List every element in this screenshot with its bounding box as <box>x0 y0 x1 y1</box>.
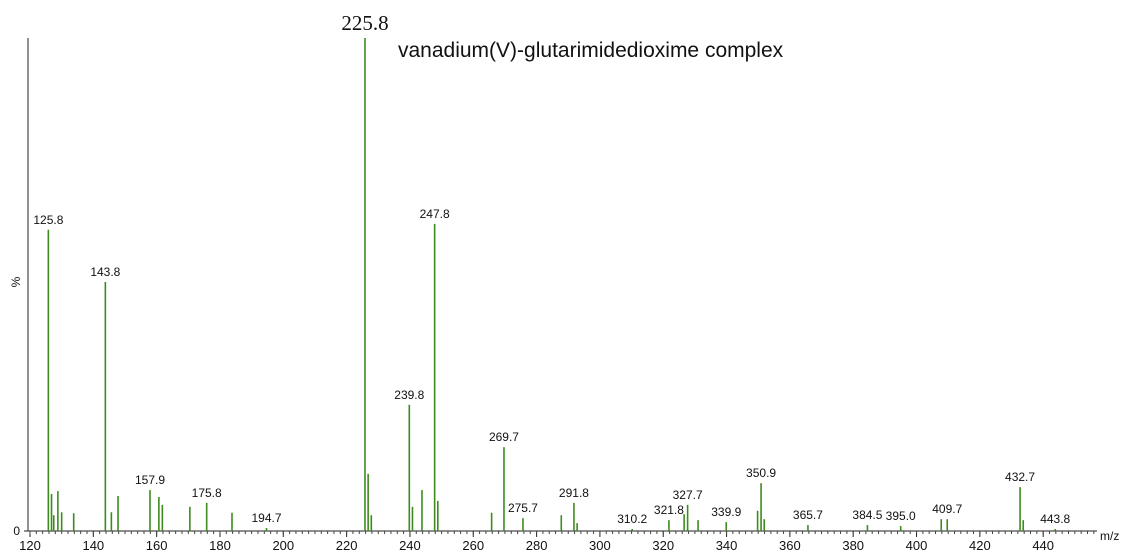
peak-label: 143.8 <box>90 265 120 279</box>
peak-label: 350.9 <box>746 466 776 480</box>
y-tick-label: 0 <box>13 524 20 538</box>
peak-label: 395.0 <box>886 509 916 523</box>
peak-label: 247.8 <box>420 207 450 221</box>
x-tick-label: 180 <box>209 538 231 552</box>
peak-label: 310.2 <box>617 512 647 526</box>
x-tick-label: 120 <box>19 538 41 552</box>
x-tick-label: 440 <box>1032 538 1054 552</box>
peak-label: 443.8 <box>1040 512 1070 526</box>
y-axis-label: % <box>9 276 23 287</box>
x-tick-label: 200 <box>272 538 294 552</box>
peak-label: 365.7 <box>793 508 823 522</box>
x-tick-label: 320 <box>652 538 674 552</box>
x-tick-label: 400 <box>906 538 928 552</box>
x-tick-label: 140 <box>82 538 104 552</box>
peak-label: 275.7 <box>508 501 538 515</box>
x-tick-label: 380 <box>842 538 864 552</box>
x-tick-label: 340 <box>716 538 738 552</box>
peak-label: 194.7 <box>251 511 281 525</box>
x-tick-label: 160 <box>146 538 168 552</box>
peak-label: 339.9 <box>711 505 741 519</box>
x-tick-label: 360 <box>779 538 801 552</box>
chart-title: vanadium(V)-glutarimidedioxime complex <box>398 39 784 62</box>
peak-label: 225.8 <box>341 11 388 35</box>
x-tick-label: 420 <box>969 538 991 552</box>
peak-label: 321.8 <box>654 503 684 517</box>
peak-label: 269.7 <box>489 430 519 444</box>
peak-label: 157.9 <box>135 473 165 487</box>
peak-label: 327.7 <box>673 488 703 502</box>
peak-label: 432.7 <box>1005 470 1035 484</box>
peak-label: 291.8 <box>559 486 589 500</box>
x-axis-label: m/z <box>1100 529 1119 543</box>
peak-label: 125.8 <box>33 213 63 227</box>
peak-label: 239.8 <box>394 388 424 402</box>
x-tick-label: 300 <box>589 538 611 552</box>
peak-label: 384.5 <box>852 508 882 522</box>
x-tick-label: 280 <box>526 538 548 552</box>
peak-label: 175.8 <box>192 486 222 500</box>
x-tick-label: 240 <box>399 538 421 552</box>
peak-label: 409.7 <box>932 502 962 516</box>
x-tick-label: 220 <box>336 538 358 552</box>
x-tick-label: 260 <box>462 538 484 552</box>
